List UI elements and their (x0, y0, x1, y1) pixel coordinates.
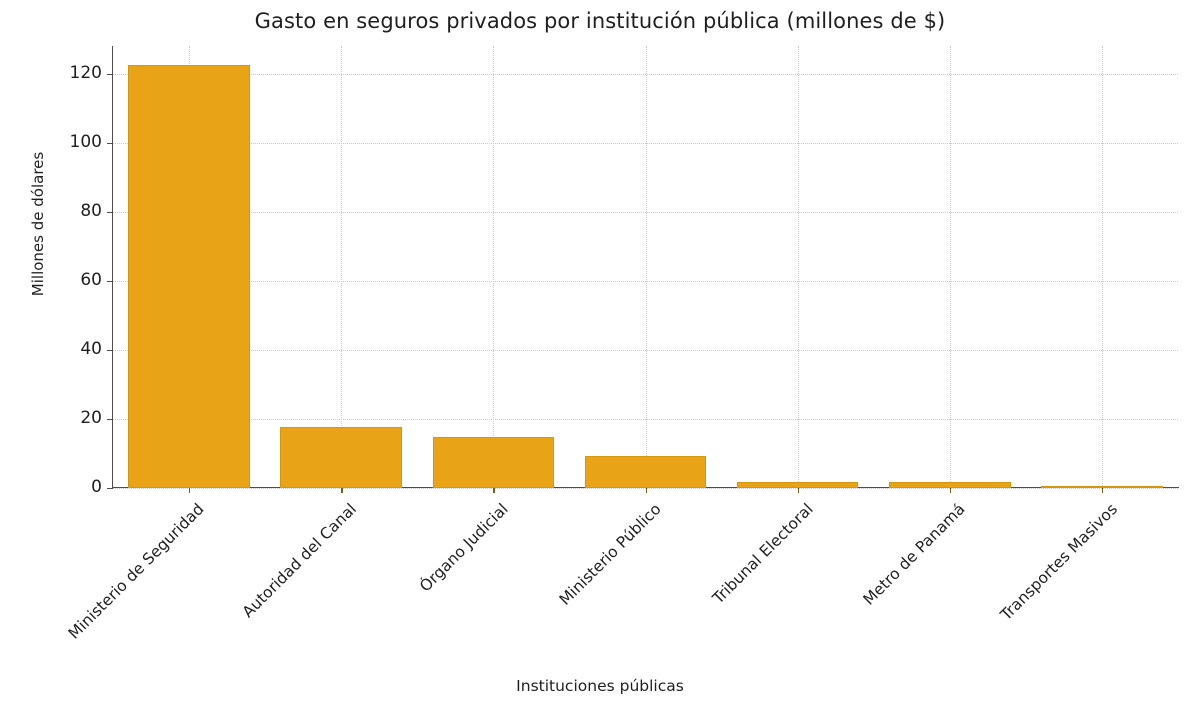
x-tick-mark (189, 488, 191, 493)
x-axis-label: Instituciones públicas (516, 677, 684, 695)
y-tick-mark (107, 211, 112, 214)
x-tick-mark (949, 488, 952, 493)
y-axis-spine (112, 46, 114, 489)
bar[interactable] (736, 481, 859, 488)
gridline-vertical (797, 46, 799, 488)
x-tick-mark (645, 488, 647, 493)
gridline-vertical (1101, 46, 1103, 488)
x-tick-label: Órgano Judicial (416, 500, 513, 596)
y-tick-mark (107, 280, 112, 283)
x-tick-mark (493, 488, 495, 493)
y-tick-mark (107, 73, 112, 75)
bar[interactable] (280, 426, 403, 488)
y-axis-label: Millones de dólares (29, 151, 47, 297)
gridline-vertical (949, 46, 951, 488)
x-tick-label: Ministerio Público (555, 500, 665, 609)
gridline-vertical (341, 46, 343, 488)
x-tick-label: Metro de Panamá (859, 500, 969, 609)
chart-title: Gasto en seguros privados por institució… (254, 9, 946, 33)
bar[interactable] (128, 65, 250, 488)
gridline-vertical (493, 46, 495, 488)
y-tick-label: 80 (80, 200, 102, 221)
y-tick-label: 20 (80, 407, 102, 428)
y-tick-mark (107, 142, 112, 144)
y-tick-label: 100 (69, 131, 102, 152)
y-tick-mark (107, 418, 112, 421)
x-tick-label: Tribunal Electoral (708, 500, 817, 608)
bar[interactable] (584, 456, 707, 488)
y-tick-label: 40 (80, 338, 102, 359)
y-tick-mark (107, 488, 112, 490)
gridline-vertical (645, 46, 647, 488)
bar[interactable] (1041, 486, 1163, 488)
bar[interactable] (432, 436, 555, 488)
y-tick-mark (107, 349, 112, 352)
bar[interactable] (888, 482, 1011, 488)
y-tick-label: 120 (69, 62, 102, 83)
x-tick-mark (341, 488, 343, 493)
x-tick-label: Ministerio de Seguridad (64, 500, 208, 643)
x-tick-mark (797, 488, 799, 493)
y-tick-label: 0 (91, 477, 102, 497)
plot-area (113, 46, 1178, 489)
x-tick-mark (1101, 488, 1104, 493)
x-tick-label: Transportes Masivos (996, 500, 1121, 624)
x-tick-label: Autoridad del Canal (239, 500, 361, 622)
y-tick-label: 60 (80, 269, 102, 290)
